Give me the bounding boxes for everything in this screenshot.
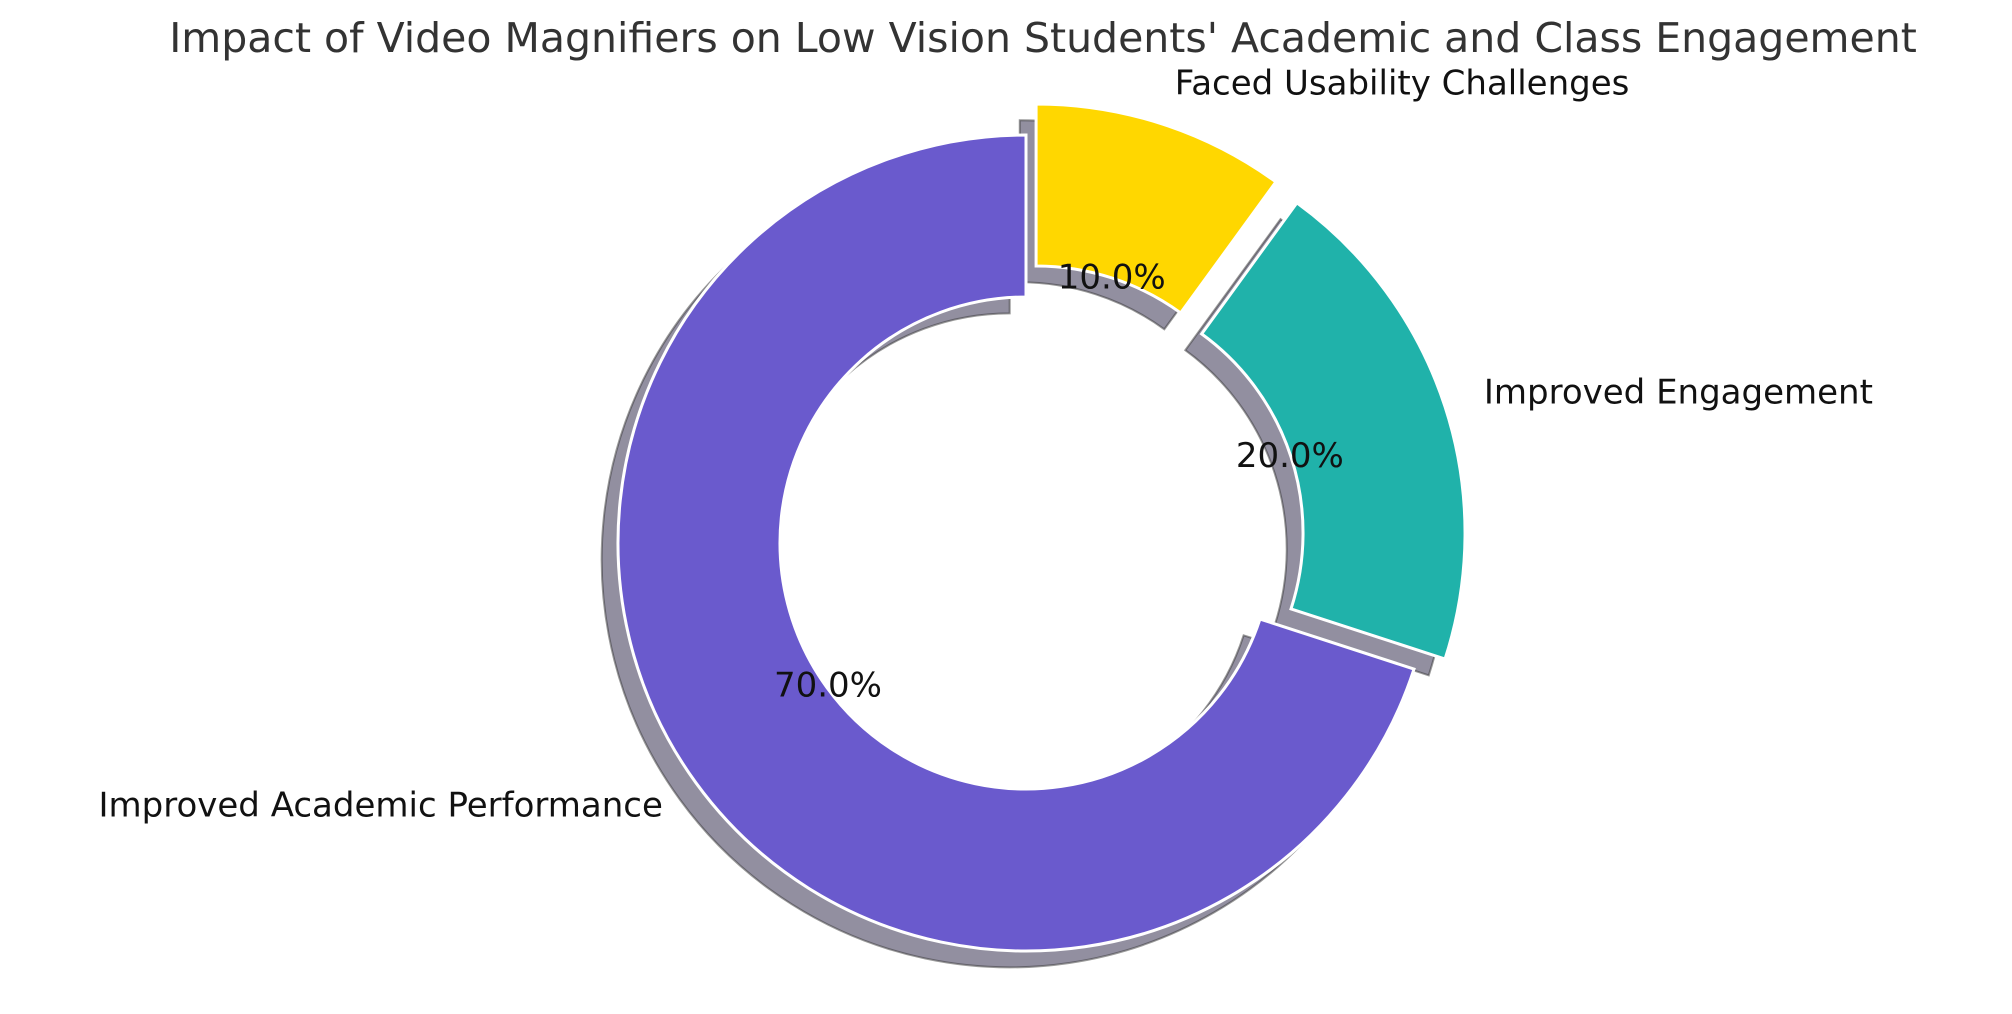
- chart-title: Impact of Video Magnifiers on Low Vision…: [169, 14, 1917, 62]
- slice-label: Faced Usability Challenges: [1175, 64, 1630, 104]
- wedge: [616, 133, 1416, 953]
- slice-label: Improved Academic Performance: [99, 785, 663, 825]
- slice-label: Improved Engagement: [1484, 373, 1873, 413]
- value-label: 70.0%: [774, 665, 882, 705]
- wedge: [1199, 200, 1467, 661]
- wedge: [1034, 102, 1278, 316]
- value-label: 20.0%: [1236, 436, 1344, 476]
- value-label: 10.0%: [1058, 258, 1166, 298]
